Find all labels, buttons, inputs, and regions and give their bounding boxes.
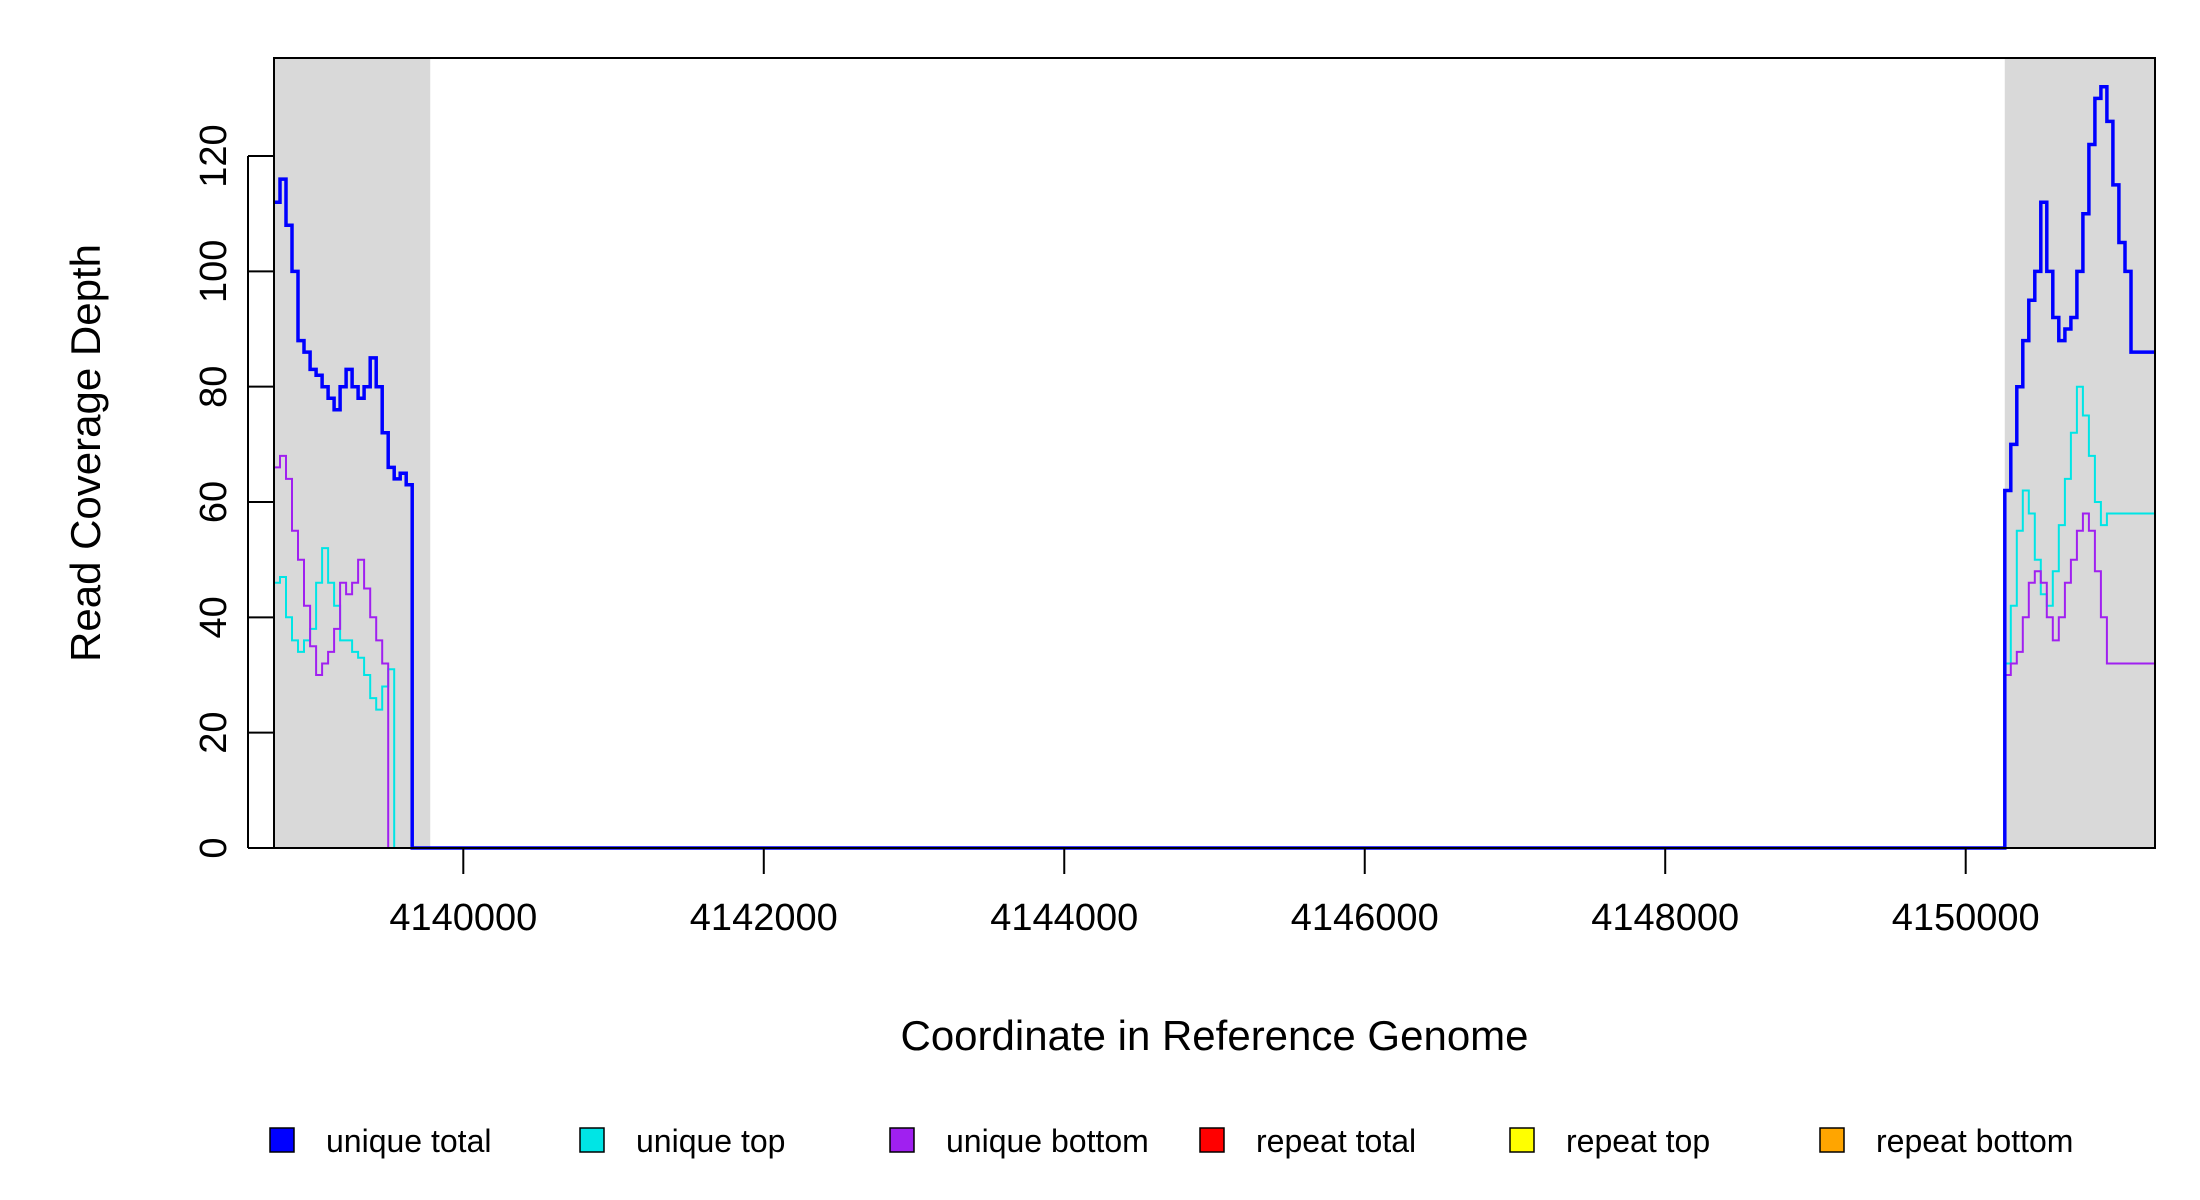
y-axis-title: Read Coverage Depth xyxy=(62,244,109,662)
legend-item-unique-top: unique top xyxy=(579,1123,785,1159)
x-axis-title: Coordinate in Reference Genome xyxy=(900,1012,1528,1059)
legend-item-repeat-bottom: repeat bottom xyxy=(1819,1123,2073,1159)
legend-item-repeat-total: repeat total xyxy=(1199,1123,1416,1159)
series-line-unique-top xyxy=(274,385,2155,849)
y-tick-label: 120 xyxy=(193,124,235,187)
x-tick-label: 4146000 xyxy=(1291,897,1439,939)
legend-swatch xyxy=(1819,1127,1845,1153)
y-tick-label: 0 xyxy=(193,837,235,858)
legend-swatch xyxy=(1199,1127,1225,1153)
legend: unique total unique top unique bottom repea… xyxy=(269,1123,2073,1159)
legend-label: unique total xyxy=(326,1123,491,1159)
shaded-region-2 xyxy=(2004,58,2155,848)
legend-swatch xyxy=(579,1127,605,1153)
x-tick-label: 4140000 xyxy=(389,897,537,939)
legend-item-unique-total: unique total xyxy=(269,1123,491,1159)
y-tick-label: 20 xyxy=(193,712,235,754)
y-tick-label: 60 xyxy=(193,481,235,523)
legend-swatch xyxy=(269,1127,295,1153)
legend-label: unique bottom xyxy=(946,1123,1149,1159)
legend-item-unique-bottom: unique bottom xyxy=(889,1123,1149,1159)
y-tick-label: 100 xyxy=(193,240,235,303)
x-tick-label: 4142000 xyxy=(690,897,838,939)
shaded-regions xyxy=(274,58,2155,848)
legend-swatch xyxy=(889,1127,915,1153)
x-tick-label: 4150000 xyxy=(1892,897,2040,939)
y-tick-label: 80 xyxy=(193,366,235,408)
x-tick-label: 4148000 xyxy=(1591,897,1739,939)
x-axis: 4140000 4142000 4144000 4146000 4148000 41500… xyxy=(389,848,2040,939)
series-line-unique-bottom xyxy=(274,454,2155,849)
legend-label: unique top xyxy=(636,1123,785,1159)
coverage-series xyxy=(274,85,2155,850)
legend-label: repeat top xyxy=(1566,1123,1710,1159)
y-axis: 0 20 40 60 80 100 120 xyxy=(193,124,274,859)
legend-label: repeat total xyxy=(1256,1123,1416,1159)
legend-item-repeat-top: repeat top xyxy=(1509,1123,1710,1159)
y-tick-label: 40 xyxy=(193,596,235,638)
x-tick-label: 4144000 xyxy=(990,897,1138,939)
legend-label: repeat bottom xyxy=(1876,1123,2073,1159)
plot-frame xyxy=(273,57,2156,849)
shaded-region-1 xyxy=(274,58,431,848)
legend-swatch xyxy=(1509,1127,1535,1153)
series-line-unique-total xyxy=(274,85,2155,850)
